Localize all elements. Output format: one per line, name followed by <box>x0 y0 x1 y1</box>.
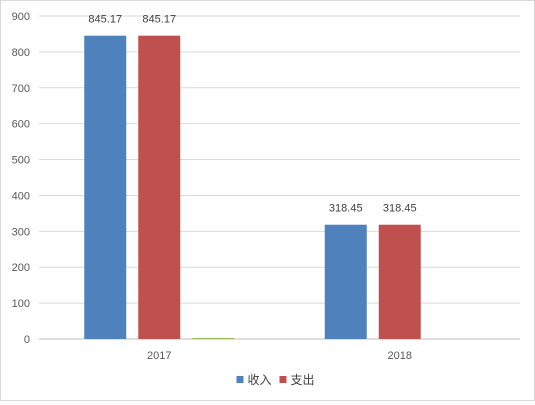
y-axis-ticks: 0 100 200 300 400 500 600 700 800 900 <box>12 11 30 346</box>
y-tick-label: 700 <box>12 83 30 95</box>
y-tick-label: 900 <box>12 11 30 23</box>
bar-收入-2018 <box>324 224 367 339</box>
y-tick-label: 500 <box>12 155 30 167</box>
y-tick-label: 800 <box>12 47 30 59</box>
bar-收入-2017 <box>84 35 127 339</box>
legend-label: 支出 <box>291 373 315 387</box>
y-tick-label: 0 <box>24 334 30 346</box>
y-tick-label: 100 <box>12 298 30 310</box>
legend-swatch <box>236 376 244 383</box>
legend-swatch <box>279 376 287 383</box>
legend-label: 收入 <box>248 373 272 387</box>
bar-series-2-2017 <box>192 337 235 339</box>
bars <box>84 35 421 339</box>
x-axis-ticks: 2017 2018 <box>147 350 412 362</box>
data-label: 845.17 <box>88 14 122 26</box>
data-label: 845.17 <box>142 14 176 26</box>
y-tick-label: 200 <box>12 262 30 274</box>
y-tick-label: 600 <box>12 119 30 131</box>
y-tick-label: 300 <box>12 226 30 238</box>
y-tick-label: 400 <box>12 190 30 202</box>
data-label: 318.45 <box>383 203 417 215</box>
bar-支出-2017 <box>138 35 181 339</box>
x-tick-label: 2018 <box>388 350 412 362</box>
x-tick-label: 2017 <box>147 350 171 362</box>
bar-支出-2018 <box>378 224 421 339</box>
data-labels: 845.17 845.17 318.45 318.45 <box>88 14 416 215</box>
legend: 收入 支出 <box>236 373 315 387</box>
data-label: 318.45 <box>329 203 363 215</box>
